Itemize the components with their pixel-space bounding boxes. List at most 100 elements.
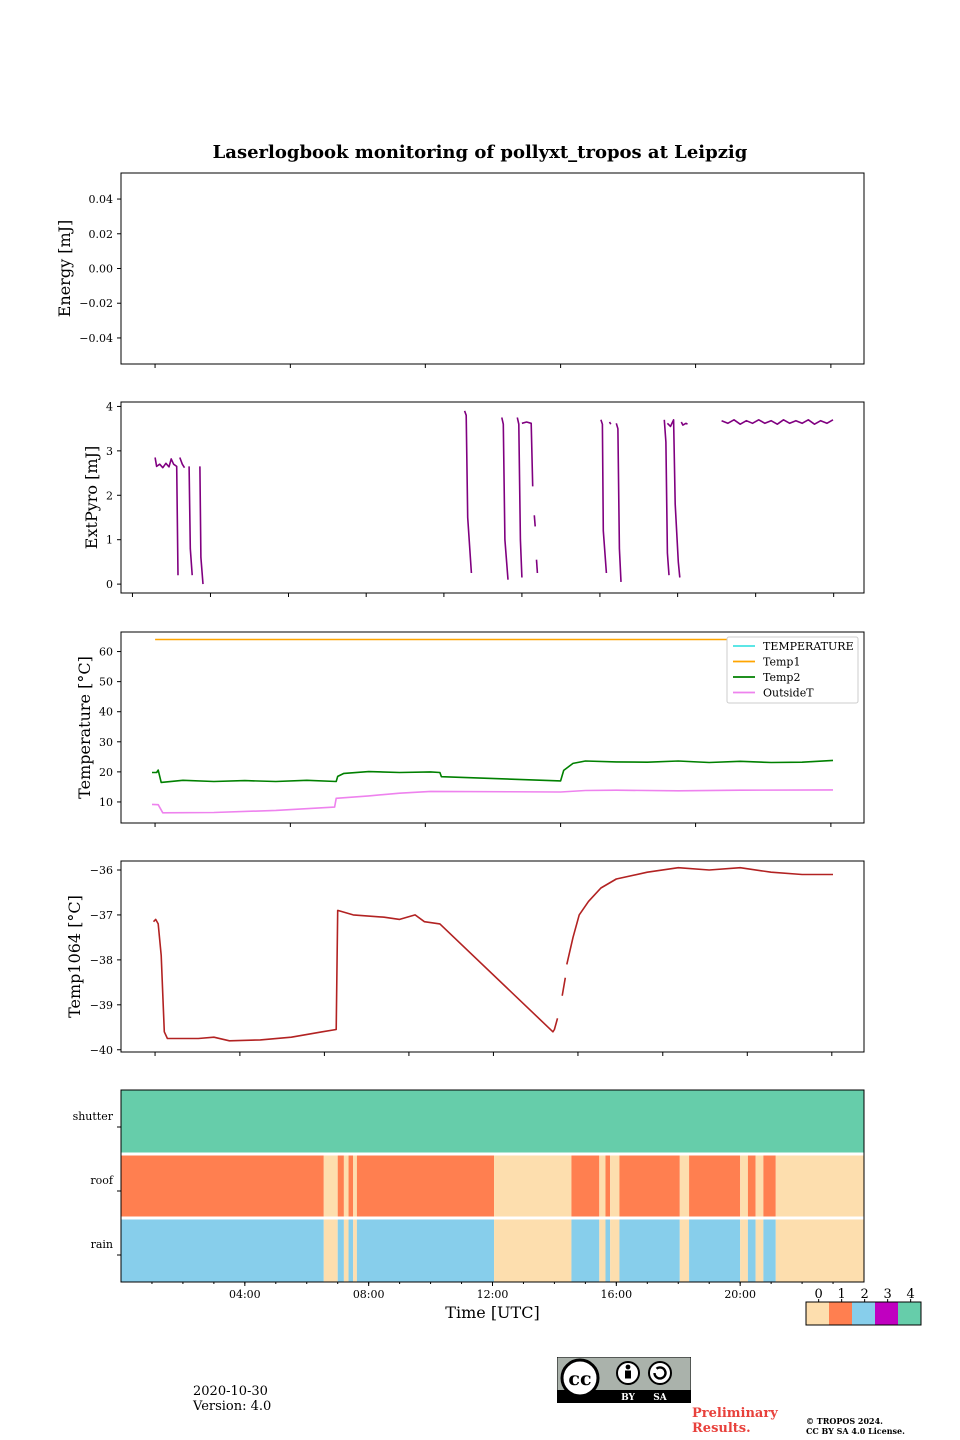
status-cell-rain <box>619 1218 680 1282</box>
series-line-temp1064 <box>152 909 559 1042</box>
extpyro-ytick-label: 3 <box>106 445 113 458</box>
series-line-extpyro <box>463 410 473 574</box>
status-cell-rain <box>348 1218 354 1282</box>
series-line-extpyro <box>608 421 612 425</box>
series-line-extpyro <box>188 466 193 576</box>
preliminary-results-note: Preliminary Results. <box>692 1406 778 1436</box>
extpyro-ytick-label: 1 <box>106 534 113 547</box>
colorbar-swatch <box>806 1302 829 1325</box>
panel-temp1064: −40 −39 −38 −37 −36 Temp1064 [°C] <box>65 860 865 1057</box>
status-cell-rain <box>689 1218 741 1282</box>
energy-ytick-label: 0.00 <box>89 263 114 276</box>
colorbar-tick-label: 0 <box>815 1287 823 1302</box>
temp1064-ytick-label: −39 <box>90 999 113 1012</box>
status-cell-rain <box>494 1218 572 1282</box>
colorbar-swatch <box>898 1302 921 1325</box>
energy-ytick-label: 0.02 <box>89 228 114 241</box>
status-row-label-shutter: shutter <box>73 1110 114 1123</box>
status-cell-roof <box>348 1154 354 1218</box>
status-cell-rain <box>605 1218 611 1282</box>
status-cell-roof <box>763 1154 776 1218</box>
panel-energy: 0.04 0.02 0.00 −0.02 −0.04 Energy [mJ] <box>55 172 865 368</box>
status-xtick-label: 08:00 <box>353 1288 385 1301</box>
extpyro-ytick-label: 4 <box>106 400 113 413</box>
status-cell-roof <box>679 1154 690 1218</box>
extpyro-ylabel: ExtPyro [mJ] <box>82 446 101 549</box>
series-line-extpyro <box>615 423 622 582</box>
status-row-label-rain: rain <box>91 1238 113 1251</box>
temp1064-ytick-label: −37 <box>90 909 113 922</box>
version-label: Version: 4.0 <box>193 1399 272 1414</box>
series-line-extpyro <box>154 457 179 576</box>
status-xtick-label: 20:00 <box>724 1288 756 1301</box>
series-line-extpyro <box>501 417 509 580</box>
series-line-extpyro <box>199 466 204 585</box>
status-cell-roof <box>571 1154 600 1218</box>
status-row-label-roof: roof <box>90 1174 114 1187</box>
colorbar-tick-label: 4 <box>907 1287 915 1302</box>
temperature-ytick-label: 40 <box>99 706 113 719</box>
status-cell-roof <box>689 1154 741 1218</box>
status-cell-rain <box>747 1218 756 1282</box>
legend-label-temp1: Temp1 <box>763 656 800 669</box>
panel-status: shutter roof rain 04:00 08:00 12:00 16:00 20:00… <box>73 1089 865 1322</box>
energy-ytick-label: −0.02 <box>79 297 113 310</box>
status-cell-roof <box>353 1154 357 1218</box>
status-cell-shutter <box>121 1090 864 1154</box>
status-cell-rain <box>356 1218 495 1282</box>
status-cell-roof <box>343 1154 349 1218</box>
copyright-notice: © TROPOS 2024. CC BY SA 4.0 License. <box>806 1416 905 1436</box>
legend-box <box>726 636 859 704</box>
temperature-ylabel: Temperature [°C] <box>75 656 94 799</box>
energy-ylabel: Energy [mJ] <box>55 220 74 318</box>
status-cell-roof <box>356 1154 495 1218</box>
temp1064-ylabel: Temp1064 [°C] <box>65 895 84 1018</box>
status-cell-rain <box>353 1218 357 1282</box>
series-line-extpyro <box>516 417 523 578</box>
series-line-extpyro <box>600 419 608 574</box>
status-xtick-label: 04:00 <box>229 1288 261 1301</box>
status-cell-rain <box>679 1218 690 1282</box>
extpyro-plot-area <box>120 401 865 594</box>
status-cell-rain <box>337 1218 344 1282</box>
temperature-ytick-label: 60 <box>99 646 113 659</box>
colorbar-frame <box>805 1301 922 1326</box>
status-cell-roof <box>599 1154 606 1218</box>
status-xtick-label: 12:00 <box>477 1288 509 1301</box>
chart-title: Laserlogbook monitoring of pollyxt_tropo… <box>213 142 748 163</box>
energy-ytick-label: 0.04 <box>89 193 114 206</box>
panel-temperature: 10 20 30 40 50 60 Temperature [°C] TEMPERATURE T… <box>75 631 865 827</box>
temp1064-ytick-label: −40 <box>90 1044 113 1057</box>
energy-plot-area <box>120 172 865 365</box>
cc-letters: cc <box>568 1368 591 1390</box>
temp1064-ytick-label: −36 <box>90 864 113 877</box>
status-cell-rain <box>610 1218 620 1282</box>
cc-sa-label: SA <box>653 1393 667 1403</box>
series-line-temp2 <box>152 759 834 784</box>
x-axis-label: Time [UTC] <box>445 1303 539 1322</box>
temperature-ytick-label: 50 <box>99 676 113 689</box>
colorbar-tick-label: 3 <box>884 1287 892 1302</box>
legend-label-temp2: Temp2 <box>763 671 800 684</box>
status-cell-rain <box>755 1218 764 1282</box>
status-cell-roof <box>323 1154 338 1218</box>
panel-extpyro: 0 1 2 3 4 ExtPyro [mJ] <box>82 400 865 597</box>
status-cell-roof <box>605 1154 611 1218</box>
status-cell-rain <box>121 1218 324 1282</box>
status-cell-rain <box>323 1218 338 1282</box>
energy-ytick-label: −0.04 <box>79 332 113 345</box>
cc-by-label: BY <box>621 1393 635 1403</box>
status-cell-rain <box>763 1218 776 1282</box>
colorbar-swatch <box>852 1302 875 1325</box>
status-cell-roof <box>494 1154 572 1218</box>
cc-license-badge: cc BY SA <box>557 1357 691 1403</box>
series-line-extpyro <box>521 421 534 487</box>
status-cell-roof <box>610 1154 620 1218</box>
series-line-extpyro <box>663 419 670 576</box>
status-cell-rain <box>343 1218 349 1282</box>
date-label: 2020-10-30 <box>193 1384 268 1399</box>
status-cell-rain <box>775 1218 864 1282</box>
status-xtick-label: 16:00 <box>600 1288 632 1301</box>
